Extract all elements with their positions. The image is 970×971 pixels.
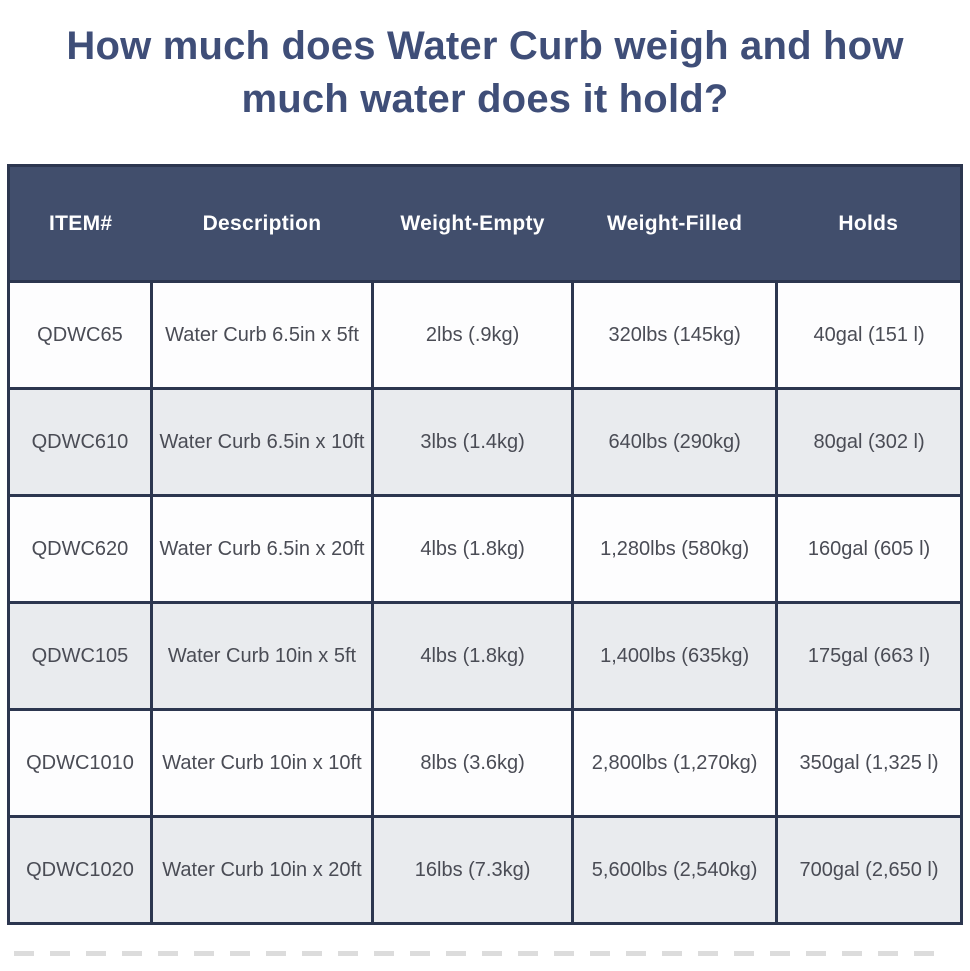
water-curb-spec-table: ITEM# Description Weight-Empty Weight-Fi… <box>7 164 963 925</box>
cell-weight-empty: 8lbs (3.6kg) <box>371 708 575 818</box>
cell-weight-filled: 1,400lbs (635kg) <box>571 601 779 711</box>
cell-holds: 700gal (2,650 l) <box>775 815 963 925</box>
column-header-item-number: ITEM# <box>8 165 152 282</box>
cell-weight-filled: 5,600lbs (2,540kg) <box>571 815 779 925</box>
table-row: QDWC65 Water Curb 6.5in x 5ft 2lbs (.9kg… <box>7 280 963 390</box>
cell-item-number: QDWC65 <box>7 280 153 390</box>
table-row: QDWC1020 Water Curb 10in x 20ft 16lbs (7… <box>7 815 963 925</box>
table-row: QDWC610 Water Curb 6.5in x 10ft 3lbs (1.… <box>7 387 963 497</box>
cell-item-number: QDWC1010 <box>7 708 153 818</box>
table-header-row: ITEM# Description Weight-Empty Weight-Fi… <box>8 165 962 282</box>
cell-holds: 350gal (1,325 l) <box>775 708 963 818</box>
column-header-holds: Holds <box>776 165 962 282</box>
page-title: How much does Water Curb weigh and how m… <box>66 24 904 121</box>
cell-description: Water Curb 6.5in x 5ft <box>149 280 375 390</box>
cell-holds: 160gal (605 l) <box>775 494 963 604</box>
cell-holds: 80gal (302 l) <box>775 387 963 497</box>
cell-description: Water Curb 10in x 10ft <box>149 708 375 818</box>
cell-weight-filled: 640lbs (290kg) <box>571 387 779 497</box>
cell-description: Water Curb 10in x 5ft <box>149 601 375 711</box>
cell-item-number: QDWC1020 <box>7 815 153 925</box>
column-header-description: Description <box>151 165 373 282</box>
cell-weight-empty: 16lbs (7.3kg) <box>371 815 575 925</box>
cell-item-number: QDWC610 <box>7 387 153 497</box>
dashed-divider <box>14 951 948 956</box>
cell-description: Water Curb 6.5in x 20ft <box>149 494 375 604</box>
cell-description: Water Curb 6.5in x 10ft <box>149 387 375 497</box>
cell-weight-filled: 2,800lbs (1,270kg) <box>571 708 779 818</box>
cell-weight-filled: 320lbs (145kg) <box>571 280 779 390</box>
cell-weight-empty: 4lbs (1.8kg) <box>371 601 575 711</box>
cell-holds: 40gal (151 l) <box>775 280 963 390</box>
table-row: QDWC1010 Water Curb 10in x 10ft 8lbs (3.… <box>7 708 963 818</box>
cell-holds: 175gal (663 l) <box>775 601 963 711</box>
column-header-weight-empty: Weight-Empty <box>372 165 573 282</box>
cell-item-number: QDWC105 <box>7 601 153 711</box>
table-row: QDWC620 Water Curb 6.5in x 20ft 4lbs (1.… <box>7 494 963 604</box>
cell-weight-empty: 4lbs (1.8kg) <box>371 494 575 604</box>
table-row: QDWC105 Water Curb 10in x 5ft 4lbs (1.8k… <box>7 601 963 711</box>
cell-weight-filled: 1,280lbs (580kg) <box>571 494 779 604</box>
cell-weight-empty: 3lbs (1.4kg) <box>371 387 575 497</box>
cell-item-number: QDWC620 <box>7 494 153 604</box>
cell-description: Water Curb 10in x 20ft <box>149 815 375 925</box>
cell-weight-empty: 2lbs (.9kg) <box>371 280 575 390</box>
column-header-weight-filled: Weight-Filled <box>572 165 777 282</box>
